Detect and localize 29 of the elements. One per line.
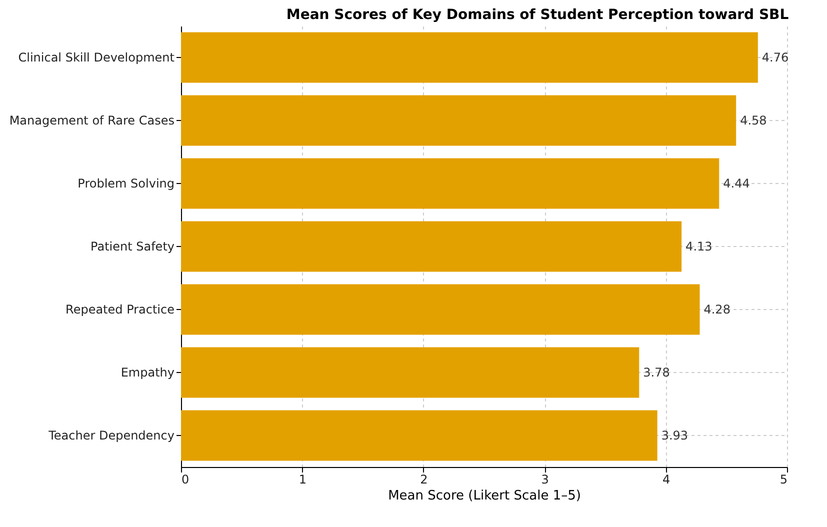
x-tick-label: 5 — [780, 472, 788, 486]
bar — [181, 95, 736, 146]
data-label: 3.78 — [643, 366, 670, 380]
data-label: 4.13 — [686, 240, 712, 254]
bar — [181, 221, 682, 272]
y-tick-label: Clinical Skill Development — [18, 50, 175, 64]
x-tick-label: 2 — [420, 472, 428, 486]
data-label: 4.58 — [740, 114, 767, 128]
y-tick-label: Problem Solving — [78, 176, 174, 190]
bar — [181, 410, 658, 461]
y-tick-label: Management of Rare Cases — [9, 114, 174, 128]
bar — [181, 32, 758, 83]
x-tick-label: 3 — [541, 472, 549, 486]
y-tick-label: Patient Safety — [90, 240, 174, 254]
data-label: 3.93 — [661, 428, 688, 442]
bar — [181, 284, 700, 335]
y-tick-label: Empathy — [120, 366, 174, 380]
bar — [181, 347, 640, 398]
y-tick-label: Teacher Dependency — [48, 428, 174, 442]
x-tick-label: 1 — [298, 472, 307, 486]
bar — [181, 158, 720, 209]
y-tick-label: Repeated Practice — [66, 302, 174, 316]
chart-title: Mean Scores of Key Domains of Student Perception toward SBL — [286, 7, 789, 23]
x-tick-label: 0 — [182, 472, 190, 486]
x-tick-label: 4 — [662, 472, 670, 486]
x-axis-title: Mean Score (Likert Scale 1–5) — [388, 488, 581, 504]
data-label: 4.28 — [704, 302, 730, 316]
data-label: 4.76 — [762, 50, 789, 64]
data-label: 4.44 — [723, 176, 750, 190]
